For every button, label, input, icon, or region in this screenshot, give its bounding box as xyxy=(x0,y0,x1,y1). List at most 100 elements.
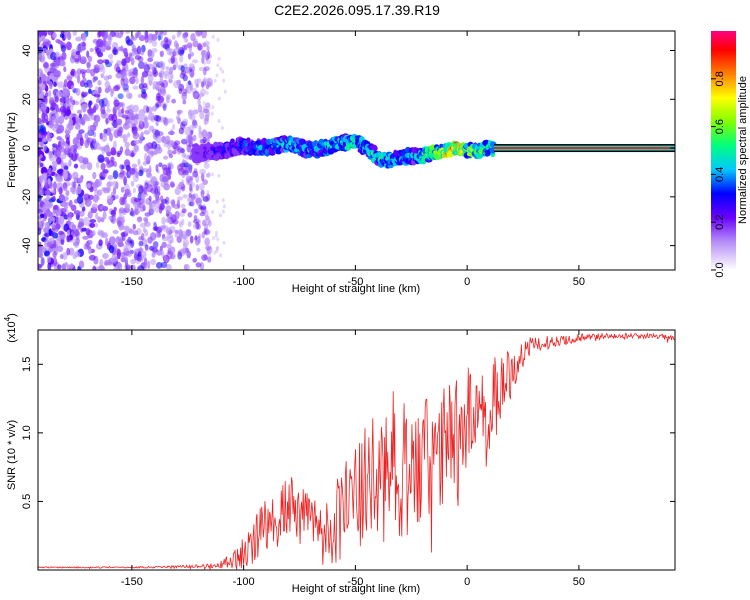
bottom-x-tick-label: -100 xyxy=(233,576,255,588)
noise-dot xyxy=(71,49,77,56)
noise-dot xyxy=(159,50,164,57)
noise-dot xyxy=(198,233,202,240)
noise-dot xyxy=(108,53,114,60)
noise-dot xyxy=(88,107,95,116)
noise-dot xyxy=(40,213,45,219)
noise-dot xyxy=(63,88,70,96)
noise-dot xyxy=(178,229,184,238)
noise-dot xyxy=(130,57,135,66)
colorbar-label: Normalized spectral amplitude xyxy=(737,76,749,224)
noise-dot xyxy=(202,108,206,113)
noise-dot xyxy=(44,232,51,237)
noise-dot xyxy=(117,220,122,227)
noise-dot xyxy=(39,200,44,208)
noise-dot xyxy=(72,31,78,36)
noise-dot xyxy=(44,189,51,196)
noise-dot xyxy=(115,118,123,126)
noise-dot xyxy=(102,169,109,174)
noise-dot xyxy=(192,257,197,263)
noise-dot xyxy=(180,203,186,209)
noise-dot xyxy=(193,208,199,214)
noise-dot xyxy=(141,232,145,241)
noise-dot xyxy=(195,31,202,37)
noise-dot xyxy=(107,180,114,187)
noise-dot xyxy=(215,249,219,254)
noise-dot xyxy=(202,78,207,87)
noise-dot xyxy=(107,240,111,246)
noise-dot xyxy=(61,252,68,260)
noise-dot xyxy=(56,210,62,216)
noise-dot xyxy=(53,257,58,267)
noise-dot xyxy=(113,206,117,212)
chart-title: C2E2.2026.095.17.39.R19 xyxy=(274,2,440,18)
noise-dot xyxy=(103,156,110,162)
colorbar-ticks: 0.0 0.2 0.4 0.6 0.8 xyxy=(711,71,726,278)
noise-dot xyxy=(87,55,93,63)
noise-dot xyxy=(166,118,174,124)
noise-dot xyxy=(190,113,196,121)
noise-dot xyxy=(168,130,175,136)
noise-dot xyxy=(50,189,56,194)
bottom-y-tick-label: 1.5 xyxy=(21,357,33,372)
noise-dot xyxy=(58,186,63,195)
bottom-y-tick-label: 0.5 xyxy=(21,494,33,509)
noise-dot xyxy=(87,125,94,132)
noise-dot xyxy=(70,101,74,111)
noise-dot xyxy=(125,164,131,172)
noise-dot xyxy=(92,76,96,83)
noise-dot xyxy=(196,247,201,253)
noise-dot xyxy=(160,195,164,203)
noise-dot xyxy=(151,252,156,258)
noise-dot xyxy=(97,179,101,188)
noise-dot xyxy=(58,141,62,146)
noise-dot xyxy=(132,104,139,113)
noise-dot xyxy=(157,88,162,97)
noise-dot xyxy=(64,143,69,151)
colorbar-tick-label: 0.8 xyxy=(714,71,726,86)
noise-dot xyxy=(76,195,84,205)
snr-series-line xyxy=(38,332,675,570)
noise-dot xyxy=(182,74,188,82)
noise-dot xyxy=(168,153,174,159)
noise-dot xyxy=(142,205,146,212)
noise-dot xyxy=(63,66,67,73)
bottom-y-axis-label: SNR (10 * v/v) xyxy=(6,420,18,490)
top-y-tick-label: 20 xyxy=(21,93,33,105)
noise-dot xyxy=(60,201,66,208)
noise-dot xyxy=(91,230,96,237)
noise-dot xyxy=(45,38,50,48)
noise-dot xyxy=(192,223,198,229)
noise-dot xyxy=(208,251,212,256)
noise-dot xyxy=(161,236,169,241)
noise-dot xyxy=(109,59,114,64)
top-y-axis: -40 -20 0 20 40 xyxy=(21,44,675,254)
noise-dot xyxy=(142,161,148,166)
noise-dot xyxy=(130,180,135,187)
noise-dot xyxy=(114,194,119,200)
noise-dot xyxy=(221,209,225,214)
noise-dot xyxy=(39,175,44,184)
noise-dot xyxy=(184,31,189,37)
noise-dot xyxy=(140,49,145,56)
noise-dot xyxy=(207,81,212,88)
noise-dot xyxy=(80,163,87,170)
noise-dot xyxy=(124,141,130,148)
noise-dot xyxy=(111,89,115,94)
noise-dot xyxy=(48,90,52,98)
noise-dot xyxy=(168,66,174,75)
noise-dot xyxy=(216,245,220,250)
noise-dot xyxy=(147,260,151,270)
noise-dot xyxy=(80,56,87,64)
noise-dot xyxy=(83,82,89,88)
noise-dot xyxy=(67,31,72,41)
noise-dot xyxy=(113,46,117,56)
bottom-y-tick-label: 1.0 xyxy=(21,425,33,440)
noise-dot xyxy=(50,52,57,61)
noise-dot xyxy=(204,245,212,251)
noise-dot xyxy=(59,153,67,159)
noise-dot xyxy=(128,104,135,111)
noise-dot xyxy=(155,120,159,127)
noise-dot xyxy=(179,54,184,63)
noise-dot xyxy=(56,169,64,175)
bottom-x-axis: -150 -100 -50 0 50 xyxy=(121,330,585,588)
